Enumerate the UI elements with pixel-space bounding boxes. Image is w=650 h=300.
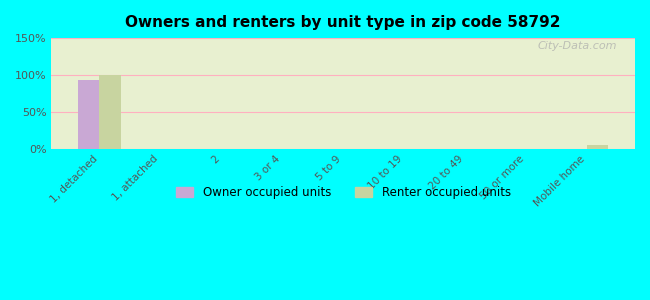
Bar (99, 75, 121, 149)
Title: Owners and renters by unit type in zip code 58792: Owners and renters by unit type in zip c… (125, 15, 561, 30)
Bar (587, 145, 608, 149)
Text: City-Data.com: City-Data.com (538, 41, 617, 51)
Legend: Owner occupied units, Renter occupied units: Owner occupied units, Renter occupied un… (171, 182, 515, 204)
Bar (78, 80, 99, 149)
